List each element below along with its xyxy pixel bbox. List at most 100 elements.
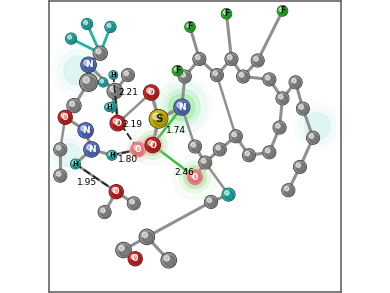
Circle shape: [85, 142, 99, 156]
Text: F: F: [280, 6, 285, 16]
Text: O: O: [135, 145, 142, 154]
Circle shape: [131, 142, 145, 156]
Circle shape: [266, 149, 270, 153]
Text: O: O: [62, 113, 69, 122]
Circle shape: [243, 149, 255, 161]
Circle shape: [79, 123, 93, 137]
Circle shape: [173, 66, 182, 75]
Circle shape: [108, 151, 116, 160]
Circle shape: [277, 6, 287, 16]
Circle shape: [162, 253, 176, 267]
Circle shape: [223, 11, 227, 14]
Circle shape: [112, 188, 117, 192]
Circle shape: [131, 142, 145, 156]
Circle shape: [189, 171, 201, 183]
Circle shape: [124, 71, 133, 80]
Circle shape: [207, 198, 216, 207]
Circle shape: [109, 104, 112, 108]
Circle shape: [55, 144, 66, 155]
Circle shape: [71, 159, 80, 169]
Circle shape: [239, 73, 248, 82]
Circle shape: [173, 155, 217, 199]
Text: F: F: [188, 23, 193, 31]
Circle shape: [61, 113, 71, 123]
Circle shape: [68, 35, 71, 39]
Circle shape: [111, 116, 125, 130]
Text: N: N: [178, 103, 186, 112]
Circle shape: [276, 124, 285, 133]
Circle shape: [179, 71, 191, 82]
Circle shape: [144, 86, 158, 100]
Circle shape: [161, 83, 206, 128]
Circle shape: [196, 55, 205, 64]
Circle shape: [128, 197, 140, 210]
Text: 2.46: 2.46: [175, 168, 195, 177]
Text: H: H: [106, 104, 112, 110]
Circle shape: [187, 24, 190, 28]
Circle shape: [55, 170, 66, 181]
Circle shape: [112, 188, 122, 197]
Circle shape: [108, 84, 122, 98]
Circle shape: [110, 86, 115, 92]
Circle shape: [297, 103, 309, 115]
Circle shape: [207, 198, 212, 202]
Circle shape: [73, 161, 80, 168]
Circle shape: [292, 79, 301, 88]
Circle shape: [81, 126, 86, 131]
Circle shape: [82, 58, 96, 72]
Circle shape: [68, 36, 76, 43]
Circle shape: [94, 47, 106, 59]
Circle shape: [211, 69, 223, 81]
Circle shape: [110, 116, 125, 131]
Circle shape: [139, 132, 166, 158]
Circle shape: [213, 71, 218, 76]
Circle shape: [191, 143, 195, 147]
Circle shape: [134, 146, 144, 155]
Circle shape: [101, 209, 110, 217]
Circle shape: [109, 153, 116, 159]
Circle shape: [266, 76, 275, 85]
Circle shape: [142, 135, 163, 155]
Circle shape: [290, 76, 301, 88]
Circle shape: [226, 53, 237, 65]
Circle shape: [191, 143, 200, 152]
Circle shape: [175, 68, 182, 75]
Circle shape: [224, 11, 231, 18]
Circle shape: [174, 99, 190, 115]
Circle shape: [309, 134, 314, 138]
Text: 2.21: 2.21: [118, 88, 138, 97]
Circle shape: [80, 74, 98, 91]
Circle shape: [169, 94, 195, 120]
Circle shape: [107, 84, 122, 99]
Circle shape: [96, 49, 101, 54]
Circle shape: [225, 53, 238, 65]
Circle shape: [70, 102, 80, 111]
Circle shape: [64, 56, 93, 85]
Circle shape: [107, 151, 117, 160]
Circle shape: [213, 143, 226, 156]
Circle shape: [153, 113, 160, 120]
Circle shape: [213, 71, 222, 80]
Circle shape: [105, 103, 113, 111]
Circle shape: [282, 184, 294, 197]
Circle shape: [122, 69, 134, 81]
Circle shape: [54, 143, 67, 156]
Circle shape: [228, 55, 237, 64]
Circle shape: [67, 99, 81, 113]
Circle shape: [107, 24, 111, 28]
Circle shape: [52, 45, 105, 97]
Circle shape: [96, 49, 106, 59]
Circle shape: [84, 21, 92, 28]
Circle shape: [147, 88, 158, 99]
Text: N: N: [85, 60, 92, 69]
Circle shape: [128, 197, 140, 209]
Circle shape: [71, 160, 80, 168]
Circle shape: [282, 184, 294, 196]
Circle shape: [113, 119, 124, 130]
Circle shape: [239, 73, 244, 77]
Circle shape: [307, 132, 319, 144]
Circle shape: [294, 161, 306, 173]
Circle shape: [284, 186, 289, 191]
Circle shape: [122, 69, 134, 81]
Text: O: O: [114, 119, 121, 128]
